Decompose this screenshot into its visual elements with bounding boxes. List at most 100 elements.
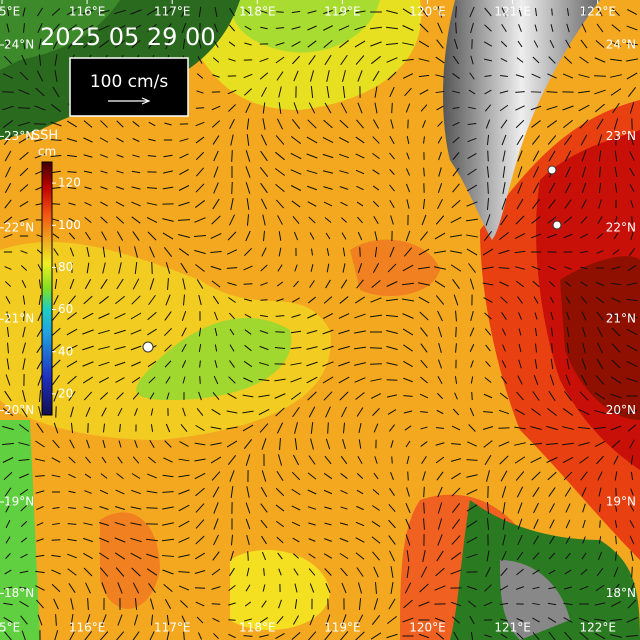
vector xyxy=(435,632,445,640)
vector xyxy=(502,344,506,352)
vector xyxy=(50,104,62,112)
vector xyxy=(4,182,12,194)
vector xyxy=(626,617,638,623)
vector xyxy=(564,266,572,270)
vector xyxy=(611,312,621,320)
vector xyxy=(530,425,542,431)
vector xyxy=(531,471,541,481)
vector xyxy=(310,422,314,434)
vector xyxy=(549,374,555,386)
vector xyxy=(68,490,76,494)
vector xyxy=(596,358,604,370)
vector xyxy=(243,635,253,637)
vector xyxy=(452,152,460,160)
vector xyxy=(180,600,188,608)
vector xyxy=(196,616,204,624)
vector xyxy=(355,521,365,527)
vector xyxy=(101,582,107,594)
vector xyxy=(450,552,462,560)
vector xyxy=(178,585,190,591)
vector xyxy=(290,362,302,366)
vector xyxy=(483,440,493,448)
vector xyxy=(545,443,559,445)
vector xyxy=(339,119,349,129)
vector xyxy=(228,297,236,303)
vector xyxy=(100,186,108,190)
vector xyxy=(198,343,202,353)
vector xyxy=(357,216,363,224)
vector xyxy=(150,424,154,432)
vector xyxy=(402,25,414,31)
vector xyxy=(386,345,398,351)
vector xyxy=(258,394,270,398)
vector xyxy=(403,247,413,257)
vector xyxy=(436,409,444,415)
lon-label: 115°E xyxy=(0,621,20,635)
vector xyxy=(562,426,574,430)
vector xyxy=(245,454,251,466)
vector xyxy=(181,343,187,353)
vector xyxy=(132,154,140,158)
vector xyxy=(19,488,29,496)
vector xyxy=(614,150,618,162)
vector xyxy=(68,583,76,593)
vector xyxy=(626,282,638,286)
vector xyxy=(115,489,125,495)
vector xyxy=(419,23,429,33)
vector xyxy=(292,553,300,559)
vector xyxy=(84,630,93,640)
vector xyxy=(195,151,205,161)
vector xyxy=(595,40,605,48)
vector xyxy=(229,7,235,17)
vector xyxy=(290,135,302,145)
vector xyxy=(291,55,301,65)
vector xyxy=(340,201,348,207)
vector xyxy=(630,455,634,465)
vector xyxy=(68,202,76,206)
vector xyxy=(402,264,414,272)
vector xyxy=(355,537,365,543)
vector xyxy=(371,536,381,544)
vector xyxy=(323,296,333,304)
vector xyxy=(278,231,282,241)
vector xyxy=(18,121,30,127)
vector xyxy=(148,456,156,464)
vector xyxy=(214,344,218,352)
vector xyxy=(339,296,349,304)
vector xyxy=(452,518,460,530)
vector xyxy=(114,361,126,367)
vector xyxy=(102,440,106,448)
vector xyxy=(18,458,30,462)
vector xyxy=(534,312,538,320)
vector xyxy=(579,631,589,640)
vector xyxy=(276,298,284,302)
vector xyxy=(435,74,445,78)
vector xyxy=(84,278,92,290)
vector xyxy=(500,40,508,48)
vector xyxy=(194,552,206,560)
vector xyxy=(166,631,170,640)
vector xyxy=(502,166,506,178)
vector xyxy=(386,633,398,639)
vector xyxy=(258,378,270,382)
vector xyxy=(5,39,11,49)
vector xyxy=(452,136,460,144)
vector xyxy=(611,283,621,285)
vector xyxy=(339,631,349,640)
vector xyxy=(487,182,489,194)
vector xyxy=(452,279,460,289)
vector xyxy=(117,582,123,594)
vector xyxy=(323,201,333,207)
vector xyxy=(21,54,27,66)
vector xyxy=(455,343,457,353)
vector xyxy=(435,427,445,429)
vector xyxy=(212,392,220,400)
vector xyxy=(101,407,107,417)
vector xyxy=(630,488,634,496)
vector xyxy=(52,218,60,222)
vector xyxy=(53,598,59,610)
vector xyxy=(387,71,397,81)
vector xyxy=(547,407,557,417)
vector xyxy=(390,119,394,129)
vector xyxy=(485,119,491,129)
